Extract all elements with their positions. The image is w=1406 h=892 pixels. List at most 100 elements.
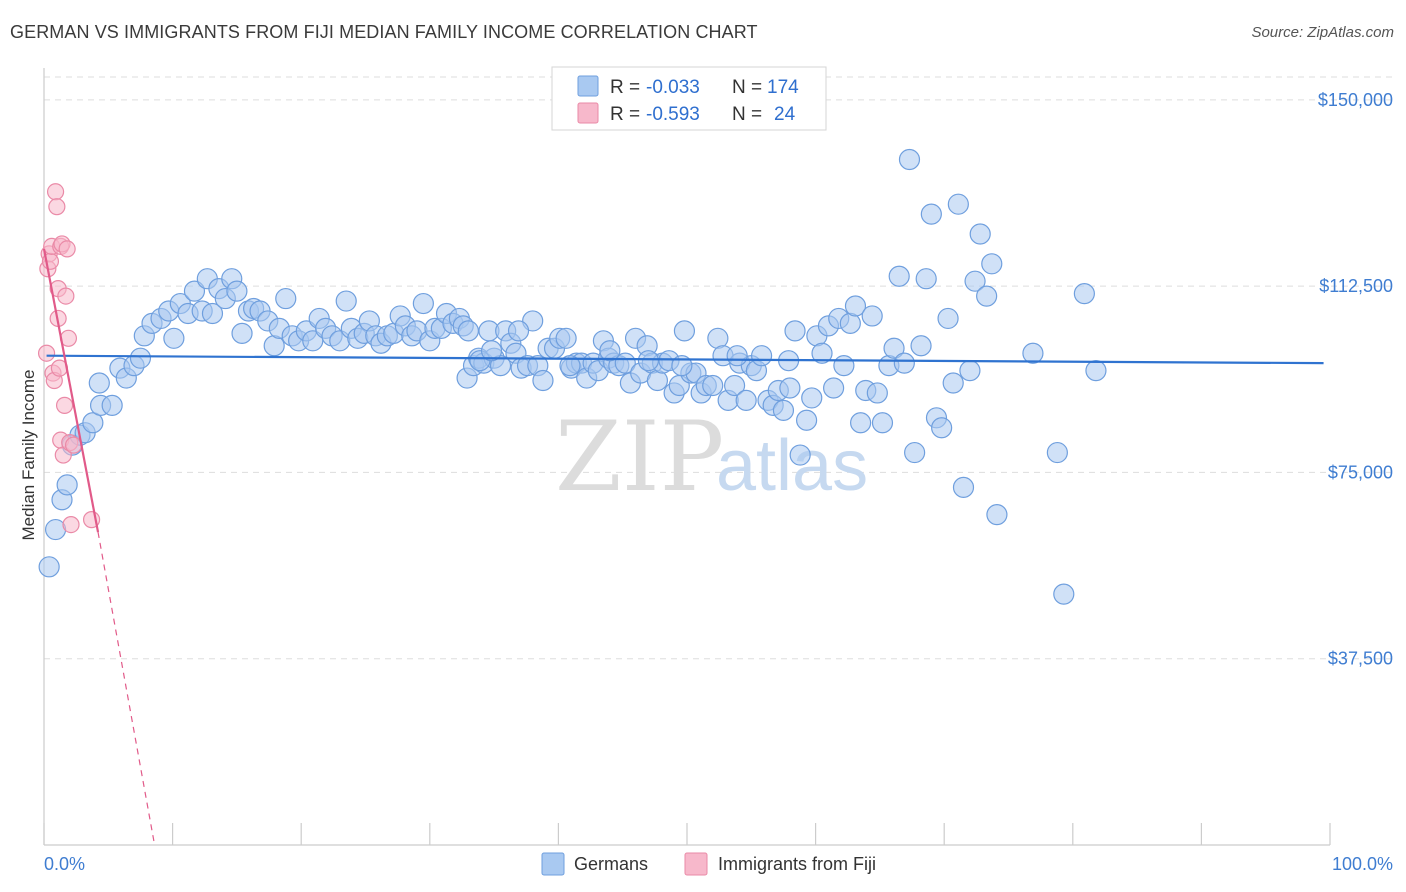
y-tick-label: $150,000 <box>1318 90 1393 110</box>
fiji-points <box>37 183 101 534</box>
german-points <box>38 148 1107 605</box>
fiji-trend-extension <box>97 531 156 846</box>
german-point <box>226 280 248 302</box>
german-point <box>969 223 991 245</box>
german-point <box>56 474 78 496</box>
german-point <box>986 504 1008 526</box>
german-point <box>532 369 554 392</box>
german-point <box>723 374 746 397</box>
german-point <box>726 345 748 367</box>
bottom-legend: Germans Immigrants from Fiji <box>541 852 876 876</box>
legend-swatch-germans <box>577 75 599 97</box>
x-tick-label-min: 0.0% <box>44 854 85 874</box>
german-point <box>915 268 937 290</box>
german-point <box>981 253 1003 275</box>
german-point <box>772 399 795 421</box>
bottom-legend-label-germans[interactable]: Germans <box>574 854 648 874</box>
fiji-point <box>46 183 65 201</box>
german-point <box>898 148 921 171</box>
fiji-point <box>57 287 75 305</box>
fiji-point <box>48 198 66 216</box>
german-point <box>795 409 818 431</box>
german-point <box>750 345 773 367</box>
bottom-legend-swatch-germans[interactable] <box>541 852 565 876</box>
bottom-legend-swatch-fiji[interactable] <box>684 852 708 876</box>
german-point <box>861 305 883 327</box>
german-point <box>976 285 998 307</box>
german-point <box>163 327 185 349</box>
grid-layer <box>44 76 1395 660</box>
german-point <box>735 389 757 412</box>
german-point <box>888 265 910 287</box>
german-point <box>507 320 530 342</box>
german-point <box>412 292 434 315</box>
german-point <box>920 203 942 225</box>
chart-title: GERMAN VS IMMIGRANTS FROM FIJI MEDIAN FA… <box>10 22 758 42</box>
german-point <box>964 270 986 292</box>
x-tick-label-max: 100.0% <box>1332 854 1393 874</box>
german-point <box>671 355 693 377</box>
german-point <box>129 347 152 369</box>
watermark-zip: ZIP <box>555 401 724 513</box>
fiji-point <box>55 396 74 414</box>
legend-r-label: R = <box>610 77 640 98</box>
german-point <box>959 360 981 382</box>
y-tick-label: $75,000 <box>1328 462 1393 482</box>
legend-n-value-fiji: 24 <box>774 104 796 125</box>
legend-n-label: N = <box>732 77 762 98</box>
watermark: ZIP atlas <box>555 401 868 513</box>
german-point <box>811 342 833 364</box>
german-trend-line <box>46 354 1324 365</box>
y-tick-labels: $37,500 $75,000 $112,500 $150,000 <box>1318 90 1393 669</box>
legend-r-value-germans: -0.033 <box>646 77 700 98</box>
german-point <box>779 377 801 399</box>
legend: R = -0.033 N = 174 R = -0.593 N = 24 <box>551 66 827 131</box>
german-point <box>823 377 845 399</box>
fiji-point <box>62 515 80 534</box>
fiji-point <box>64 436 83 454</box>
german-point <box>1046 441 1068 464</box>
fiji-trend-line <box>42 248 100 533</box>
german-point <box>871 412 894 434</box>
german-point <box>952 476 975 498</box>
german-point <box>38 556 60 578</box>
german-point <box>883 337 905 359</box>
german-point <box>201 302 224 325</box>
german-point <box>850 412 872 434</box>
german-point <box>866 382 888 404</box>
legend-n-label: N = <box>732 104 762 125</box>
fiji-point <box>37 344 56 362</box>
german-point <box>673 320 696 342</box>
german-point <box>231 322 253 344</box>
german-point <box>555 327 577 349</box>
german-point <box>335 290 357 312</box>
german-point <box>910 335 932 357</box>
german-point <box>931 417 953 439</box>
german-point <box>789 444 811 466</box>
german-point <box>1053 583 1075 605</box>
german-point <box>637 350 660 372</box>
german-point <box>893 352 915 374</box>
y-tick-label: $37,500 <box>1328 649 1393 669</box>
german-point <box>942 372 964 394</box>
legend-r-value-fiji: -0.593 <box>646 104 700 125</box>
bottom-legend-label-fiji[interactable]: Immigrants from Fiji <box>718 854 876 874</box>
german-point <box>1085 360 1107 382</box>
german-point <box>275 287 297 310</box>
german-point <box>88 372 110 394</box>
german-point <box>480 340 503 362</box>
german-point <box>457 320 479 342</box>
german-point <box>183 280 206 302</box>
german-point <box>947 193 969 215</box>
german-point <box>801 387 823 409</box>
y-tick-label: $112,500 <box>1319 276 1393 296</box>
german-point <box>784 320 806 342</box>
german-point <box>937 307 959 330</box>
german-point <box>82 412 104 434</box>
german-point <box>1073 283 1095 305</box>
german-point <box>559 355 581 377</box>
german-point <box>599 340 621 362</box>
legend-r-label: R = <box>610 104 640 125</box>
watermark-atlas: atlas <box>716 426 868 506</box>
